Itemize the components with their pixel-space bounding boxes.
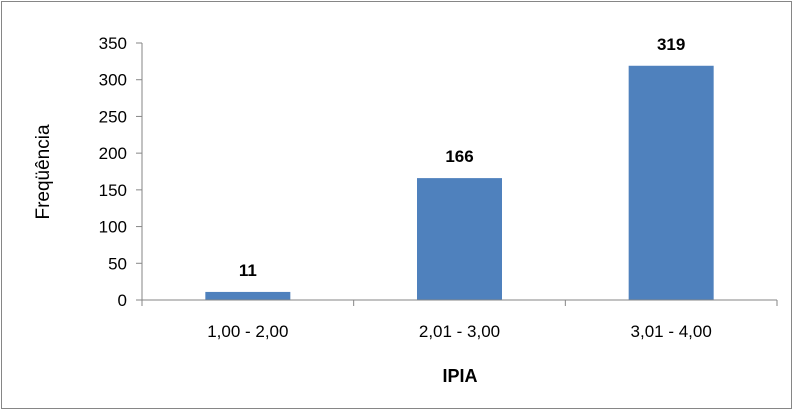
x-tick-label: 1,00 - 2,00 [207, 322, 288, 341]
x-axis-ticks: 1,00 - 2,00 2,01 - 3,00 3,01 - 4,00 [141, 300, 778, 341]
y-axis-title: Freqüência [33, 124, 54, 219]
data-labels: 11 166 319 [239, 35, 686, 280]
y-tick-label: 50 [108, 254, 127, 273]
y-tick-label: 250 [99, 107, 127, 126]
bar [628, 65, 714, 301]
bar [205, 291, 291, 300]
bars [205, 65, 714, 301]
bar-value-label: 11 [239, 261, 257, 280]
x-axis-title: IPIA [442, 366, 477, 386]
bar-value-label: 166 [445, 147, 473, 166]
y-tick-label: 200 [99, 144, 127, 163]
x-tick-label: 2,01 - 3,00 [419, 322, 500, 341]
y-axis-ticks: 0 50 100 150 200 250 300 350 [99, 34, 142, 310]
y-tick-label: 0 [118, 291, 127, 310]
bar-value-label: 319 [657, 35, 685, 54]
bar [417, 178, 502, 300]
y-tick-label: 100 [99, 218, 127, 237]
y-tick-label: 300 [99, 71, 127, 90]
x-tick-label: 3,01 - 4,00 [631, 322, 712, 341]
y-tick-label: 350 [99, 34, 127, 53]
y-tick-label: 150 [99, 181, 127, 200]
